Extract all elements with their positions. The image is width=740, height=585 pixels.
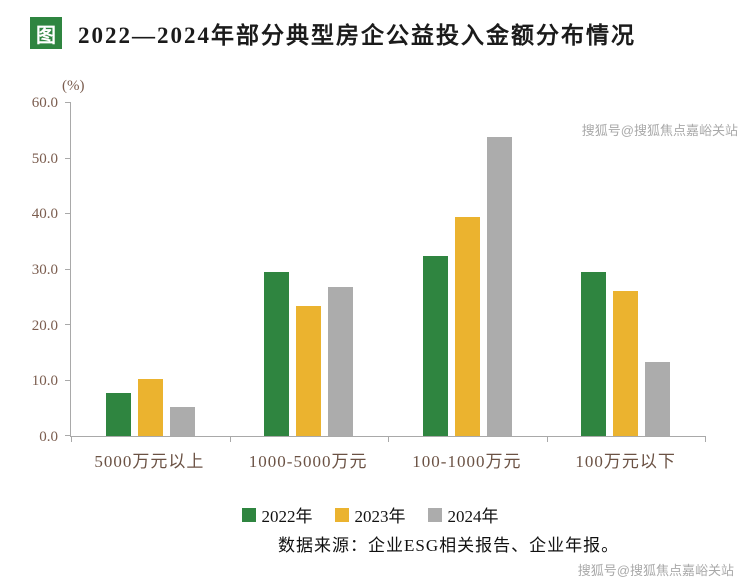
bar-2022年-100万元以下: [581, 272, 607, 436]
chart-title: 2022—2024年部分典型房企公益投入金额分布情况: [78, 23, 636, 48]
y-tick-label: 0.0: [39, 429, 58, 445]
legend-label: 2024年: [447, 507, 499, 526]
bar-2024年-100万元以下: [645, 362, 671, 436]
y-tick-mark: [65, 213, 71, 214]
bar-2022年-100-1000万元: [422, 256, 448, 436]
x-tick-mark: [546, 436, 548, 442]
legend-item-2022年: 2022年: [241, 502, 313, 527]
x-axis-labels: 5000万元以上 1000-5000万元 100-1000万元 100万元以下: [70, 447, 705, 472]
bar-2023年-100万元以下: [613, 290, 639, 436]
x-tick-mark: [705, 436, 706, 442]
chart-header: 图 2022—2024年部分典型房企公益投入金额分布情况: [30, 16, 636, 50]
y-tick-mark: [65, 157, 71, 159]
y-tick-label: 60.0: [31, 95, 58, 111]
y-tick-mark: [65, 324, 71, 325]
legend-item-2023年: 2023年: [334, 502, 406, 527]
y-tick-mark: [65, 379, 71, 381]
bar-2024年-5000万元以上: [169, 406, 195, 436]
y-axis: 0.0 10.0 20.0 30.0 40.0 50.0 60.0: [0, 95, 66, 445]
y-tick-mark: [65, 268, 71, 270]
x-category-label: 1000-5000万元: [248, 452, 368, 471]
watermark-top: 搜狐号@搜狐焦点嘉峪关站: [581, 123, 738, 138]
y-tick-label: 20.0: [31, 317, 58, 334]
bar-2022年-1000-5000万元: [264, 272, 290, 436]
bar-group-100-1000万元: [422, 103, 512, 436]
x-category-label: 100万元以下: [575, 452, 676, 471]
source-note: 数据来源：企业ESG相关报告、企业年报。: [278, 536, 620, 555]
legend: 2022年 2023年 2024年: [0, 502, 740, 527]
bar-groups: [71, 103, 705, 436]
figure-badge: 图: [30, 17, 62, 49]
y-axis-unit-label: (%): [62, 78, 85, 94]
x-tick-mark: [229, 436, 231, 442]
bar-2023年-1000-5000万元: [296, 305, 322, 436]
bar-2023年-5000万元以上: [137, 378, 163, 436]
y-tick-label: 30.0: [31, 262, 58, 278]
legend-label: 2023年: [354, 507, 406, 526]
watermark-bottom: 搜狐号@搜狐焦点嘉峪关站: [577, 563, 734, 578]
bar-group-1000-5000万元: [264, 103, 354, 436]
y-tick-label: 40.0: [31, 206, 58, 223]
bar-group-100万元以下: [581, 103, 671, 436]
y-tick-label: 50.0: [31, 150, 58, 167]
bar-2024年-1000-5000万元: [328, 287, 354, 436]
bar-2023年-100-1000万元: [454, 217, 480, 436]
plot-area: [65, 102, 706, 442]
bar-2024年-100-1000万元: [486, 136, 512, 436]
x-tick-mark: [388, 436, 389, 442]
legend-swatch-icon: [241, 507, 256, 522]
y-tick-mark: [65, 435, 71, 436]
legend-item-2024年: 2024年: [427, 502, 499, 527]
legend-swatch-icon: [427, 507, 442, 522]
legend-label: 2022年: [261, 507, 313, 526]
y-tick-label: 10.0: [31, 373, 58, 390]
legend-swatch-icon: [334, 507, 349, 522]
x-category-label: 5000万元以上: [94, 452, 205, 471]
x-tick-mark: [71, 436, 72, 442]
x-category-label: 100-1000万元: [412, 452, 522, 471]
y-tick-mark: [65, 102, 71, 103]
bar-group-5000万元以上: [105, 103, 195, 436]
bar-2022年-5000万元以上: [105, 392, 131, 436]
